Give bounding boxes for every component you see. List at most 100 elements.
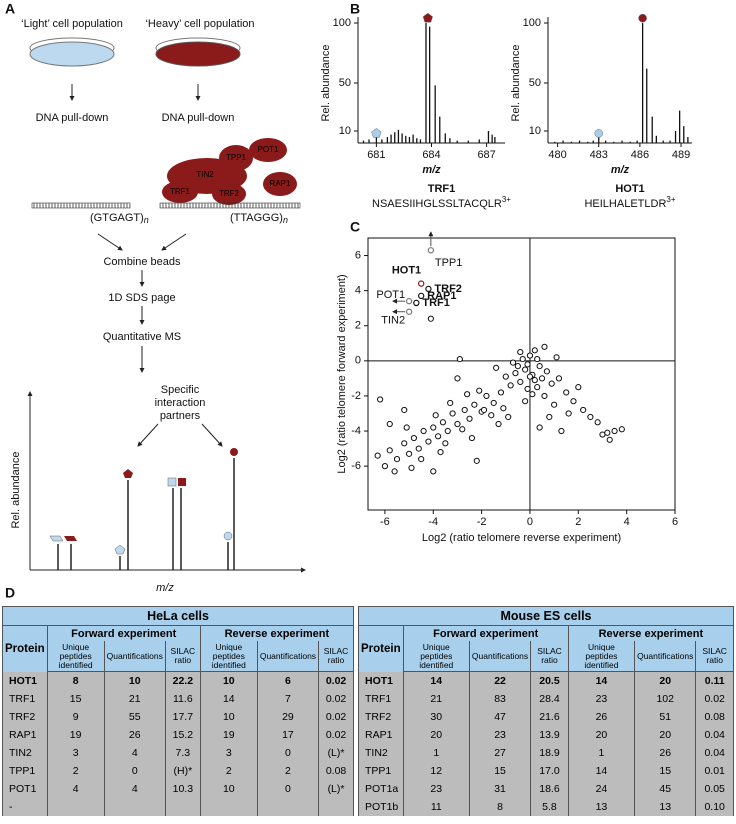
table-cell: 55 xyxy=(103,708,166,726)
peak-marker xyxy=(371,128,382,138)
table-cell: 30 xyxy=(402,708,470,726)
table-cell: 45 xyxy=(634,780,697,798)
point-label: RAP1 xyxy=(427,290,456,302)
panel-label: D xyxy=(5,585,15,600)
subscript: n xyxy=(144,215,149,225)
table-cell: TRF2 xyxy=(2,708,48,726)
dna-label: (TTAGGG)n xyxy=(230,212,288,225)
point xyxy=(418,456,425,463)
y-tick-label: 4 xyxy=(355,285,361,297)
table-cell: 0 xyxy=(103,762,166,780)
table-cell: 9 xyxy=(46,708,105,726)
point xyxy=(386,447,393,454)
y-axis-label: Log2 (ratio telomere forward experiment) xyxy=(336,274,348,473)
step-label: DNA pull-down xyxy=(162,112,235,124)
point xyxy=(430,424,437,431)
point xyxy=(541,392,548,400)
x-tick-label: 489 xyxy=(672,149,690,161)
table-cell: 0.05 xyxy=(695,780,734,798)
column-header: Quantifications xyxy=(634,641,697,672)
point xyxy=(548,380,555,387)
table-cell: RAP1 xyxy=(358,726,404,744)
column-header: SILAC ratio xyxy=(164,641,201,672)
point xyxy=(408,464,415,471)
table-cell: TPP1 xyxy=(358,762,404,780)
heavy-label: ‘Heavy’ cell population xyxy=(145,18,254,30)
group-row: Protein Forward experiment Reverse experim… xyxy=(358,625,735,672)
point xyxy=(558,427,565,435)
group-header: Forward experiment xyxy=(46,625,201,641)
marker xyxy=(230,448,238,456)
table-row: HOT1 14 22 20.5 14 20 0.11 xyxy=(358,671,734,690)
table-row: TIN2 1 27 18.9 1 26 0.04 xyxy=(358,744,734,762)
subheader-row: Unique peptides identified Quantification… xyxy=(3,641,354,672)
point xyxy=(594,419,601,426)
table-cell: 15 xyxy=(468,762,532,780)
point xyxy=(420,427,427,435)
table-cell: 11 xyxy=(402,798,470,816)
subscript: n xyxy=(283,215,288,225)
table-cell: 10.3 xyxy=(164,780,201,798)
marker xyxy=(49,535,64,542)
column-header: Protein xyxy=(2,625,48,672)
table-row: TPP1 2 0 (H)* 2 2 0.08 xyxy=(2,762,354,780)
table-row: POT1a 23 31 18.6 24 45 0.05 xyxy=(358,780,734,798)
table-cell: 14 xyxy=(567,762,636,780)
point-label: TIN2 xyxy=(381,315,405,327)
protein-label: TIN2 xyxy=(196,170,214,179)
point xyxy=(459,426,466,433)
y-tick-label: 50 xyxy=(339,77,351,89)
group-row: Protein Forward experiment Reverse experim… xyxy=(2,625,355,672)
table-cell: 24 xyxy=(567,780,636,798)
marker xyxy=(178,478,186,486)
table-cell: 0 xyxy=(256,744,320,762)
data-table: Mouse ES cells Protein Forward experiment R… xyxy=(358,606,735,816)
point xyxy=(606,436,613,443)
table-title: Mouse ES cells xyxy=(358,606,734,626)
labeled-point xyxy=(417,292,425,300)
table-cell: HOT1 xyxy=(358,671,404,690)
point xyxy=(493,364,500,371)
dna xyxy=(159,202,301,209)
x-tick-label: -4 xyxy=(428,516,438,528)
arrow xyxy=(137,423,159,447)
table-cell: 15 xyxy=(634,762,697,780)
y-tick-label: 100 xyxy=(333,17,351,29)
point xyxy=(517,348,524,356)
point xyxy=(468,434,476,442)
point xyxy=(500,405,507,412)
x-tick-label: -2 xyxy=(477,516,487,528)
point xyxy=(512,370,519,377)
table-cell: 7 xyxy=(256,690,320,708)
table-cell: 10 xyxy=(199,708,258,726)
table-cell xyxy=(46,798,105,816)
point xyxy=(531,347,538,354)
point xyxy=(461,406,468,414)
table-cell: 17.0 xyxy=(530,762,569,780)
x-tick-label: 681 xyxy=(367,149,385,161)
labeled-point xyxy=(427,247,435,254)
table-cell: 14 xyxy=(567,671,636,690)
protein-label: POT1 xyxy=(258,145,279,154)
group-header: Forward experiment xyxy=(402,625,569,641)
point-label: TRF1 xyxy=(422,297,450,309)
point xyxy=(524,385,531,393)
light-label: ‘Light’ cell population xyxy=(21,18,123,30)
point xyxy=(401,406,408,414)
table-cell: TIN2 xyxy=(358,744,404,762)
x-tick-label: 6 xyxy=(672,516,678,528)
table-cell: 13 xyxy=(634,798,697,816)
panel-label: B xyxy=(350,1,360,17)
labeled-point xyxy=(425,285,432,293)
protein-label: TRF2 xyxy=(219,189,240,198)
table-cell: 26 xyxy=(103,726,166,744)
table-row: POT1b 11 8 5.8 13 13 0.10 xyxy=(358,798,734,816)
point xyxy=(401,440,408,447)
point xyxy=(437,448,444,456)
point xyxy=(386,420,393,428)
table-cell: 14 xyxy=(199,690,258,708)
point xyxy=(415,445,422,452)
peptide: NSAESIIHGLSSLTACQLR3+ xyxy=(372,195,511,210)
table-cell: 0.10 xyxy=(695,798,734,816)
point xyxy=(435,433,442,440)
